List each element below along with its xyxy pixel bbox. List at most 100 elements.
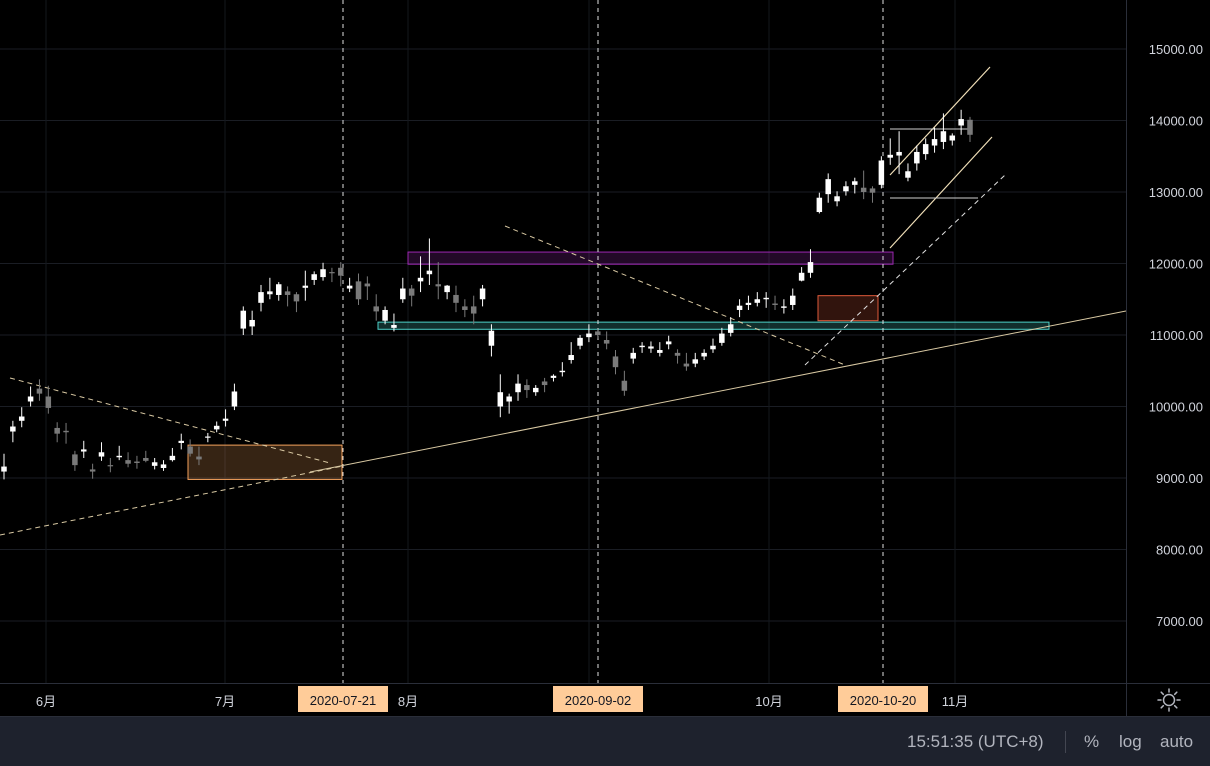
candle [116, 445, 122, 461]
settings-gear-icon[interactable] [1127, 684, 1210, 717]
price-zone [377, 321, 1050, 330]
candle-body [878, 160, 885, 185]
candle-body [338, 267, 344, 276]
clock-time[interactable]: 15:51:35 (UTC+8) [907, 732, 1044, 751]
percent-toggle[interactable]: % [1084, 732, 1100, 751]
candle-body [914, 151, 920, 164]
chart-pane[interactable] [0, 0, 1127, 683]
candle-body [541, 381, 548, 386]
candle-body [391, 324, 397, 328]
candle-body [302, 285, 309, 288]
candle [843, 181, 849, 196]
candle [470, 295, 477, 325]
candle-body [116, 455, 122, 458]
candle [869, 186, 876, 203]
candle-body [852, 181, 858, 185]
candle-body [107, 465, 114, 467]
candle-body [550, 375, 557, 378]
candle-body [798, 272, 805, 281]
candle [45, 385, 52, 414]
date-badge-bg [553, 686, 643, 712]
candle [887, 138, 893, 165]
candle-body [532, 387, 539, 393]
candle [417, 256, 424, 293]
candle-body [612, 356, 619, 368]
candle [143, 450, 149, 463]
candle [524, 379, 530, 398]
candle [603, 331, 610, 350]
candle [860, 170, 867, 200]
candle-body [754, 299, 761, 303]
candle-body [27, 396, 34, 402]
candle-body [692, 359, 699, 364]
candle [595, 329, 601, 339]
candle-body [222, 418, 229, 421]
candle-body [249, 319, 255, 327]
candle [488, 324, 495, 357]
candle [275, 282, 282, 301]
candle [479, 284, 486, 307]
candle-body [630, 352, 636, 359]
candle-body [586, 333, 592, 338]
candle-body [497, 392, 504, 407]
candle-body [807, 262, 814, 273]
candle [710, 338, 716, 353]
dashed-support-line [0, 465, 344, 536]
candle [568, 342, 574, 364]
candle [107, 457, 114, 473]
candle [727, 317, 734, 337]
candle-body [683, 363, 690, 367]
price-axis-labels: 15000.00 14000.00 13000.00 12000.00 11000.00… [1149, 42, 1203, 629]
candle [240, 306, 247, 335]
price-axis[interactable]: 15000.00 14000.00 13000.00 12000.00 11000.00… [1126, 0, 1210, 683]
candle-body [524, 385, 530, 391]
candle [852, 177, 858, 194]
candle-body [727, 324, 734, 333]
candle-body [515, 383, 521, 393]
candle [302, 270, 309, 301]
candle [506, 393, 512, 414]
auto-toggle[interactable]: auto [1160, 732, 1194, 751]
candle [665, 335, 672, 350]
candle [125, 452, 131, 468]
candle-body [568, 355, 574, 361]
candle-body [89, 469, 96, 472]
candlestick-chart[interactable] [0, 0, 1127, 683]
candle [231, 383, 238, 411]
candle [63, 422, 69, 444]
candle-body [816, 197, 823, 213]
candle-body [444, 285, 450, 293]
candle [89, 463, 96, 479]
date-badge-bg [838, 686, 928, 712]
candle [364, 276, 371, 300]
candle-body [710, 345, 716, 350]
candle-body [364, 283, 371, 287]
candle-body [240, 310, 247, 329]
candle [657, 342, 663, 357]
time-axis-labels: 6月 7月 8月 10月 11月 2020-07-21 2020-09-02 2… [36, 686, 968, 712]
candle-body [506, 396, 512, 402]
candle-body [196, 456, 202, 460]
chart-settings[interactable] [1126, 683, 1210, 717]
candle-body [665, 341, 672, 345]
candle [922, 138, 929, 160]
candle-body [781, 306, 787, 308]
candle-body [603, 340, 610, 344]
candle [621, 370, 628, 396]
candle [187, 439, 193, 457]
candle [18, 407, 25, 428]
candle-body [470, 306, 477, 314]
candle-body [125, 460, 131, 464]
candle-body [657, 350, 663, 353]
candle-body [931, 139, 938, 146]
candle [311, 271, 317, 285]
time-axis[interactable]: 6月 7月 8月 10月 11月 2020-07-21 2020-09-02 2… [0, 683, 1126, 717]
candle [205, 432, 211, 443]
candle [400, 277, 406, 303]
candle [10, 420, 16, 443]
month-label: 6月 [36, 694, 56, 709]
log-toggle[interactable]: log [1119, 732, 1142, 751]
candle [878, 156, 885, 189]
candle [967, 116, 973, 142]
candle [577, 335, 583, 350]
